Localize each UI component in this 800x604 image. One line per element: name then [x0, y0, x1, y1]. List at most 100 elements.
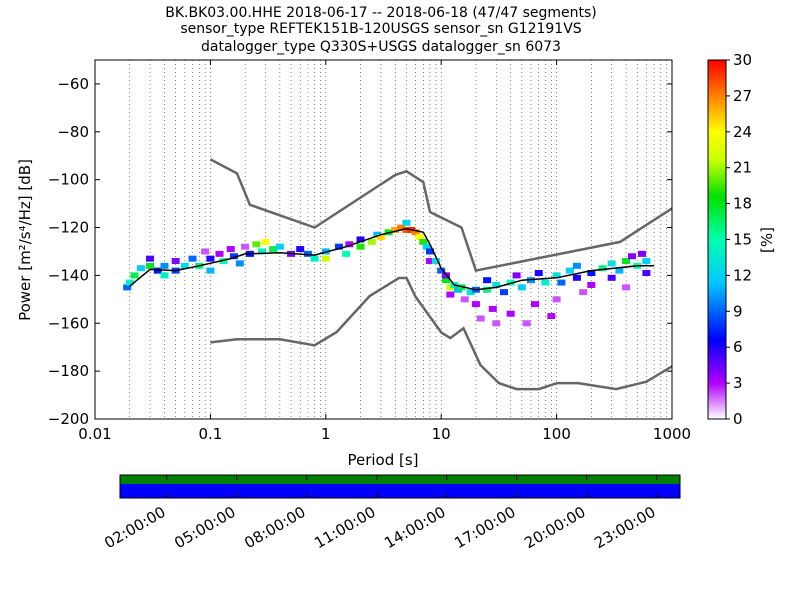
histogram-cell [607, 260, 616, 267]
histogram-cell [188, 255, 197, 262]
timeline-tick-label: 11:00:00 [311, 503, 378, 552]
histogram-cell [492, 320, 501, 327]
plot-frame [94, 59, 673, 420]
histogram-cell [125, 279, 134, 286]
timeline-frame [119, 474, 681, 499]
x-tick-label: 1000 [653, 425, 691, 443]
histogram-cell [235, 260, 244, 267]
histogram-cell [531, 301, 540, 308]
histogram-cell [476, 315, 485, 322]
histogram-cell [310, 255, 319, 262]
colorbar-tick-label: 30 [733, 51, 752, 69]
colorbar-tick-label: 15 [733, 231, 752, 249]
histogram-cell [258, 248, 267, 255]
timeline-tick-label: 20:00:00 [521, 503, 588, 552]
histogram-cell [446, 284, 455, 291]
histogram-cell [598, 265, 607, 272]
histogram-cell [557, 279, 566, 286]
histogram-cell [356, 243, 365, 250]
x-axis-label: Period [s] [347, 451, 418, 469]
timeline-tick-label: 17:00:00 [451, 503, 518, 552]
histogram-cell [547, 313, 556, 320]
low-noise-model-curve [210, 276, 673, 391]
histogram-cell [622, 284, 631, 291]
timeline-tick-label: 14:00:00 [381, 503, 448, 552]
title-line-2: sensor_type REFTEK151B-120USGS sensor_sn… [180, 21, 581, 37]
histogram-cell [356, 236, 365, 243]
histogram-cell [229, 253, 238, 260]
histogram-cell [642, 258, 651, 265]
histogram-cell [552, 272, 561, 279]
data-availability-bar [120, 475, 680, 484]
histogram-cell [627, 253, 636, 260]
title-line-1: BK.BK03.00.HHE 2018-06-17 -- 2018-06-18 … [165, 5, 597, 21]
histogram-cell [622, 258, 631, 265]
histogram-cell [572, 262, 581, 269]
histogram-cell [615, 267, 624, 274]
timeline-tick-label: 08:00:00 [241, 503, 308, 552]
histogram-cell [160, 272, 169, 279]
histogram-cell [422, 243, 431, 250]
histogram-cell [180, 262, 189, 269]
histogram-cell [397, 224, 406, 231]
colorbar-tick-label: 0 [733, 410, 743, 428]
histogram-cell [215, 250, 224, 257]
colorbar-tick-label: 6 [733, 338, 743, 356]
histogram-cell [415, 234, 424, 241]
histogram-cell [488, 305, 497, 312]
histogram-cell [446, 291, 455, 298]
colorbar-tick-label: 3 [733, 374, 743, 392]
histogram-cell [171, 258, 180, 265]
histogram-cell [206, 255, 215, 262]
histogram-cell [345, 241, 354, 248]
histogram-cell [376, 234, 385, 241]
histogram-cell [391, 226, 400, 233]
histogram-cell [579, 289, 588, 296]
histogram-cell [206, 267, 215, 274]
histogram-cell [402, 219, 411, 226]
histogram-cell [123, 284, 132, 291]
histogram-cell [252, 241, 261, 248]
y-tick-label: −200 [48, 410, 89, 428]
histogram-cell [269, 246, 278, 253]
histogram-cell [431, 258, 440, 265]
high-noise-model-curve [209, 158, 673, 273]
histogram-cell [437, 267, 446, 274]
y-tick-label: −120 [48, 219, 89, 237]
histogram-cell [146, 255, 155, 262]
histogram-cell [587, 281, 596, 288]
histogram-cell [426, 258, 435, 265]
psd-plot-area: 0.01 0.1 1 10 100 1000 −60 −80 −100 −120 −140 −160… [16, 59, 691, 469]
colorbar-label: [%] [758, 227, 776, 253]
histogram-cell [241, 243, 250, 250]
psd-used-bar [120, 484, 680, 498]
histogram-cell [130, 272, 139, 279]
histogram-cell [512, 272, 521, 279]
y-tick-label: −60 [57, 75, 89, 93]
y-tick-label: −80 [57, 123, 89, 141]
x-axis-ticks: 0.01 0.1 1 10 100 1000 [78, 60, 691, 443]
colorbar-gradient [707, 59, 727, 420]
histogram-cell [275, 243, 284, 250]
histogram-cell [552, 296, 561, 303]
histogram-cell [226, 246, 235, 253]
x-tick-label: 100 [542, 425, 571, 443]
timeline-tick-label: 23:00:00 [591, 503, 658, 552]
colorbar-tick-label: 18 [733, 195, 752, 213]
title-line-3: datalogger_type Q330S+USGS datalogger_sn… [201, 39, 561, 55]
mean-curve [129, 227, 655, 291]
x-tick-label: 1 [321, 425, 331, 443]
histogram-cell [426, 248, 435, 255]
colorbar-tick-label: 12 [733, 266, 752, 284]
histogram-cell [471, 301, 480, 308]
y-tick-label: −160 [48, 314, 89, 332]
colorbar-tick-label: 24 [733, 123, 752, 141]
colorbar-tick-label: 21 [733, 159, 752, 177]
histogram-cell [342, 250, 351, 257]
histogram-cell [522, 320, 531, 327]
timeline-panel: 02:00:00 05:00:00 08:00:00 11:00:00 14:00:00… [101, 474, 681, 552]
histogram-cell [638, 250, 647, 257]
histogram-cell [572, 274, 581, 281]
